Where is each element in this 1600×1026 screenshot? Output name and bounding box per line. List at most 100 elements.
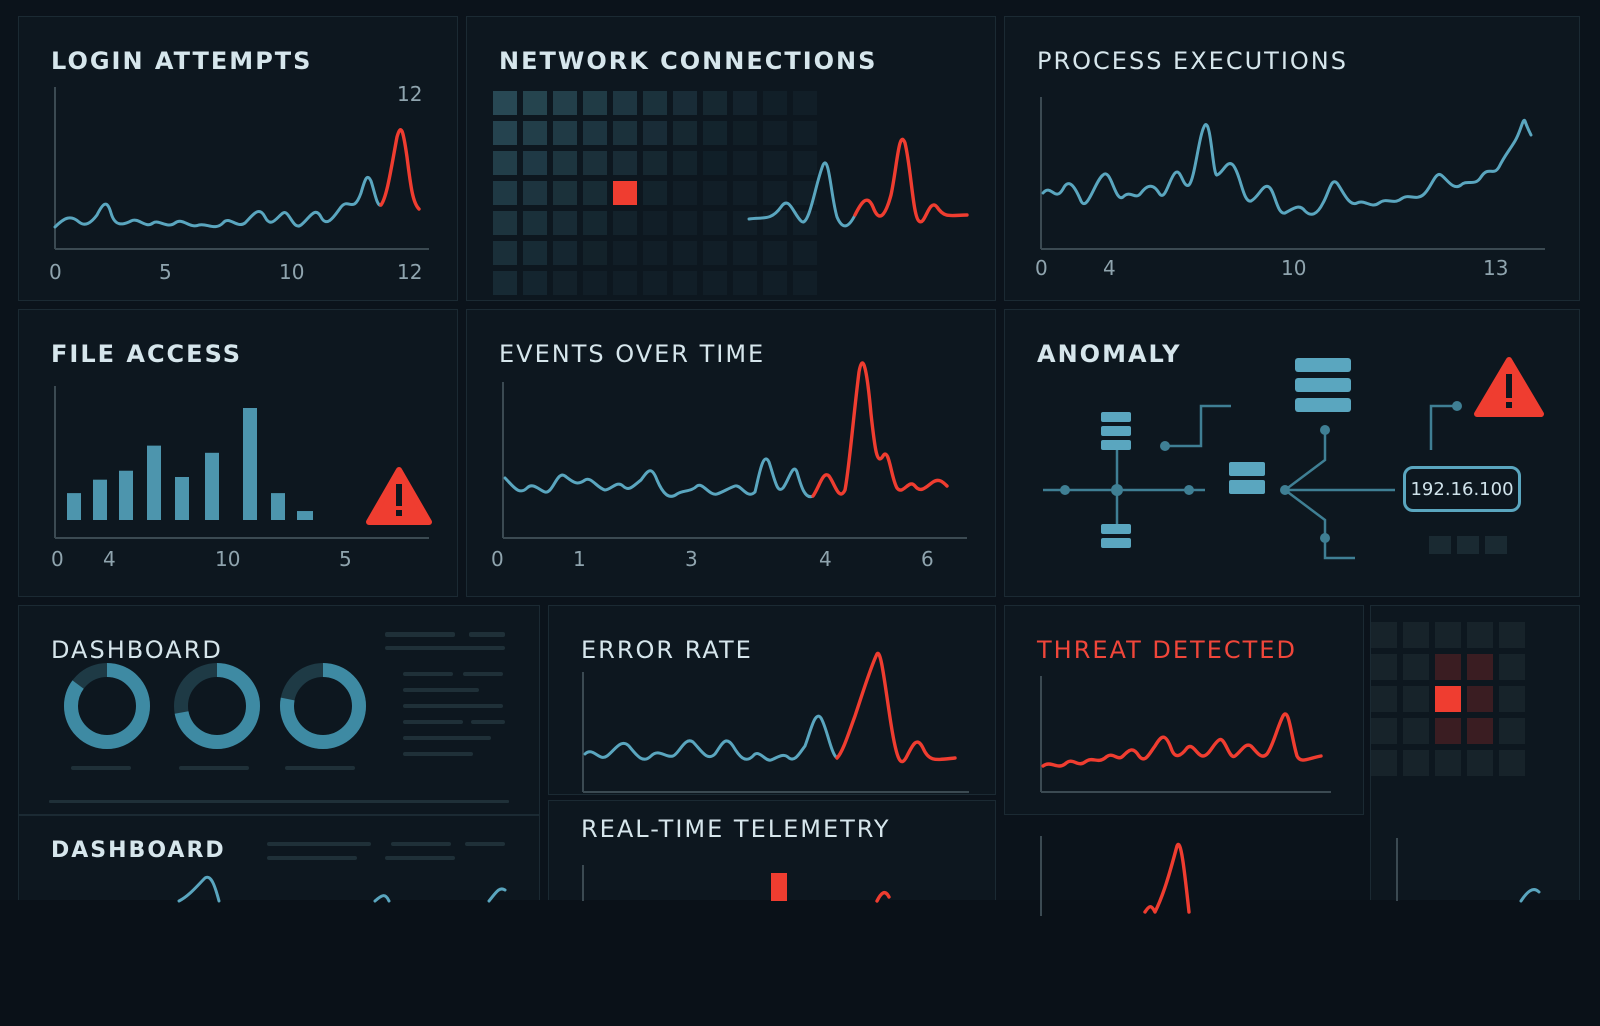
- server-icon: [1101, 412, 1131, 450]
- network-connections-chart: [493, 91, 969, 295]
- server-icon: [1229, 462, 1265, 494]
- threat-cell: [1403, 622, 1429, 648]
- grid-cell: [583, 151, 607, 175]
- events-over-time-chart: 0 1 3 4 6: [491, 361, 967, 571]
- grid-cell: [553, 121, 577, 145]
- grid-cell: [553, 181, 577, 205]
- process-executions-chart: 0 4 10 13: [1035, 97, 1545, 280]
- grid-cell: [493, 211, 517, 235]
- process-x-tick: 10: [1281, 256, 1306, 280]
- threat-heat-grid: [1371, 622, 1541, 903]
- dashboard-donuts-panel: DASHBOARD: [18, 605, 540, 815]
- file-access-bar: [243, 408, 257, 520]
- threat-cell: [1371, 654, 1397, 680]
- grid-cell: [643, 121, 667, 145]
- events-x-tick: 4: [819, 547, 832, 571]
- grid-cell: [793, 121, 817, 145]
- grid-cell: [583, 211, 607, 235]
- donut-arc: [64, 663, 150, 749]
- grid-cell: [523, 241, 547, 265]
- threat-cell: [1371, 622, 1397, 648]
- grid-cell: [493, 151, 517, 175]
- grid-cell: [523, 151, 547, 175]
- anomaly-title: ANOMALY: [1037, 340, 1182, 368]
- file-access-panel: FILE ACCESS 0 4 10 5: [18, 309, 458, 597]
- threat-cell: [1435, 750, 1461, 776]
- security-dashboard: LOGIN ATTEMPTS 12 0 5 10 12 NETWORK CONN…: [18, 16, 1580, 916]
- grid-cell: [733, 151, 757, 175]
- login-x-tick: 0: [49, 260, 62, 284]
- file-access-chart: 0 4 10 5: [51, 386, 432, 571]
- warning-icon: [366, 467, 432, 525]
- threat-cell: [1467, 654, 1493, 680]
- login-x-tick: 12: [397, 260, 422, 284]
- grid-cell: [793, 151, 817, 175]
- grid-cell: [553, 151, 577, 175]
- threat-cell: [1499, 718, 1525, 744]
- grid-cell: [673, 241, 697, 265]
- ip-address-box: 192.16.100: [1403, 466, 1521, 512]
- grid-cell: [733, 121, 757, 145]
- threat-cell: [1435, 654, 1461, 680]
- file-access-bar: [297, 511, 313, 520]
- grid-cell: [733, 271, 757, 295]
- grid-cell: [733, 181, 757, 205]
- grid-cell: [763, 151, 787, 175]
- telemetry-title: REAL-TIME TELEMETRY: [581, 815, 891, 843]
- grid-cell: [613, 121, 637, 145]
- threat-cell: [1371, 686, 1397, 712]
- grid-cell: [493, 121, 517, 145]
- threat-cell: [1371, 750, 1397, 776]
- login-x-tick: 5: [159, 260, 172, 284]
- grid-cell: [613, 91, 637, 115]
- grid-cell: [583, 91, 607, 115]
- dashboard-lower-chart: [177, 842, 507, 903]
- threat-grid-panel: [1370, 605, 1580, 903]
- process-executions-panel: PROCESS EXECUTIONS 0 4 10 13: [1004, 16, 1580, 301]
- threat-cell: [1403, 654, 1429, 680]
- grid-cell: [523, 91, 547, 115]
- grid-cell: [793, 271, 817, 295]
- anomaly-panel: ANOMALY: [1004, 309, 1580, 597]
- threat-cell: [1435, 718, 1461, 744]
- login-attempts-panel: LOGIN ATTEMPTS 12 0 5 10 12: [18, 16, 458, 301]
- grid-cell: [553, 211, 577, 235]
- dashboard-lower-title: DASHBOARD: [51, 838, 226, 863]
- grid-cell: [673, 181, 697, 205]
- file-access-bar: [119, 470, 133, 520]
- process-x-tick: 4: [1103, 256, 1116, 280]
- grid-cell: [583, 241, 607, 265]
- grid-cell: [703, 211, 727, 235]
- grid-cell: [643, 91, 667, 115]
- threat-cell: [1371, 718, 1397, 744]
- telemetry-chart: [582, 865, 891, 903]
- grid-cell: [703, 181, 727, 205]
- grid-cell: [703, 241, 727, 265]
- grid-cell: [493, 241, 517, 265]
- grid-cell: [523, 121, 547, 145]
- grid-cell: [643, 241, 667, 265]
- threat-cell: [1467, 718, 1493, 744]
- events-over-time-title: EVENTS OVER TIME: [499, 340, 766, 368]
- error-rate-chart: [582, 651, 969, 793]
- grid-cell: [643, 211, 667, 235]
- threat-detected-panel: THREAT DETECTED: [1004, 605, 1364, 916]
- grid-cell: [523, 181, 547, 205]
- file-access-bar: [147, 445, 161, 520]
- dashboard-lower-panel: DASHBOARD: [18, 815, 540, 903]
- grid-cell: [673, 91, 697, 115]
- grid-cell: [673, 271, 697, 295]
- threat-cell: [1499, 750, 1525, 776]
- telemetry-panel: REAL-TIME TELEMETRY: [548, 800, 996, 903]
- grid-cell: [763, 181, 787, 205]
- threat-cell: [1403, 718, 1429, 744]
- file-access-bar: [205, 452, 219, 520]
- file-access-bar: [67, 493, 81, 520]
- grid-cell: [733, 91, 757, 115]
- login-attempts-chart: 12 0 5 10 12: [49, 82, 429, 284]
- threat-grid-cells: [1371, 622, 1525, 776]
- grid-cell: [493, 271, 517, 295]
- grid-cell: [583, 271, 607, 295]
- threat-cell: [1435, 622, 1461, 648]
- file-access-bars: [67, 408, 313, 520]
